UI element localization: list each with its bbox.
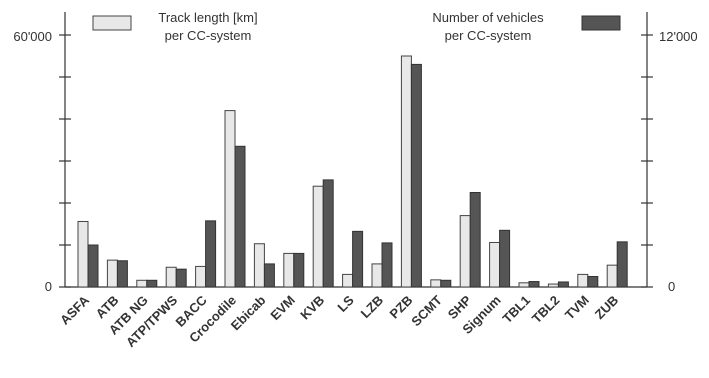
x-tick-label-lzb: LZB	[358, 293, 386, 321]
x-tick-label-evm: EVM	[267, 293, 298, 324]
legend: Track length [km] per CC-system Number o…	[92, 10, 621, 43]
bar-vehicles-ebicab	[263, 263, 275, 288]
y-axis-labels: 60'000 0 12'000 0	[13, 29, 697, 294]
bar-vehicles-scmt	[440, 279, 452, 288]
bar-vehicles-ls	[352, 230, 364, 288]
legend-label-vehicles-line2: per CC-system	[445, 28, 532, 43]
bar-vehicles-asfa	[87, 244, 99, 288]
bar-track-length-asfa	[77, 220, 89, 288]
y-right-label-max: 12'000	[659, 29, 698, 44]
bar-track-length-scmt	[430, 279, 442, 288]
bar-vehicles-atb	[116, 260, 128, 288]
x-tick-label-tvm: TVM	[562, 293, 592, 323]
bar-track-length-bacc	[195, 265, 207, 288]
bar-vehicles-shp	[469, 192, 481, 288]
bar-track-length-zub	[606, 264, 618, 288]
y-left-label-max: 60'000	[13, 29, 52, 44]
x-tick-label-ls: LS	[334, 292, 357, 315]
x-tick-label-tbl2: TBL2	[529, 293, 563, 327]
x-tick-label-tbl1: TBL1	[500, 293, 534, 327]
bar-track-length-pzb	[400, 55, 412, 288]
bar-vehicles-tbl1	[528, 281, 540, 288]
bars	[77, 55, 628, 288]
bar-track-length-tbl1	[518, 282, 530, 288]
bar-track-length-signum	[489, 241, 501, 288]
legend-label-track-length-line2: per CC-system	[165, 28, 252, 43]
bar-track-length-shp	[459, 215, 471, 288]
bar-vehicles-kvb	[322, 179, 334, 288]
bar-vehicles-lzb	[381, 242, 393, 288]
x-tick-label-scmt: SCMT	[408, 292, 445, 329]
x-tick-label-asfa: ASFA	[57, 292, 93, 328]
bar-track-length-atb-ng	[136, 279, 148, 288]
bar-vehicles-zub	[616, 241, 628, 288]
x-tick-label-kvb: KVB	[297, 293, 327, 323]
legend-label-track-length-line1: Track length [km]	[158, 10, 257, 25]
bar-track-length-evm	[283, 252, 295, 288]
bar-track-length-ls	[342, 273, 354, 288]
bar-vehicles-signum	[499, 229, 511, 288]
bar-vehicles-evm	[293, 252, 305, 288]
bar-track-length-lzb	[371, 263, 383, 288]
bar-vehicles-tvm	[587, 276, 599, 288]
legend-label-vehicles-line1: Number of vehicles	[432, 10, 544, 25]
bar-vehicles-bacc	[205, 220, 217, 288]
legend-swatch-vehicles	[581, 15, 621, 31]
x-tick-label-zub: ZUB	[592, 293, 621, 322]
bar-track-length-tvm	[577, 273, 589, 288]
bar-track-length-kvb	[312, 185, 324, 288]
bar-track-length-ebicab	[253, 243, 265, 288]
bar-track-length-atp-tpws	[165, 266, 177, 288]
bar-vehicles-atp-tpws	[175, 268, 187, 288]
bar-vehicles-atb-ng	[146, 279, 158, 288]
bar-vehicles-crocodile	[234, 145, 246, 288]
bar-track-length-tbl2	[547, 283, 559, 288]
legend-swatch-track-length	[92, 15, 132, 31]
bar-track-length-atb	[106, 259, 118, 288]
bar-track-length-crocodile	[224, 110, 236, 288]
y-right-label-min: 0	[668, 279, 675, 294]
bar-vehicles-tbl2	[557, 281, 569, 288]
bar-vehicles-pzb	[410, 63, 422, 288]
y-left-label-min: 0	[45, 279, 52, 294]
